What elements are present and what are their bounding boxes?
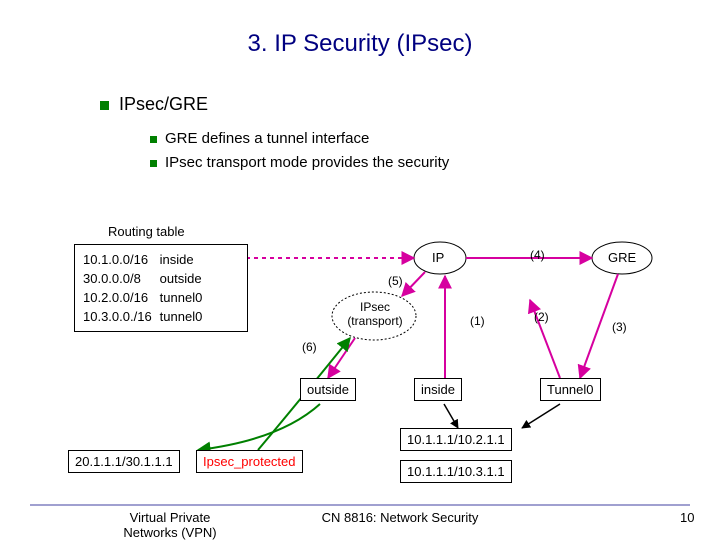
arrow-inside-lower [444,404,458,428]
ipsec-protected-box: Ipsec_protected [196,450,303,473]
arrow-6 [328,338,355,378]
bullet-icon [150,136,157,143]
footer-center: CN 8816: Network Security [260,510,540,525]
bullet-icon [100,101,109,110]
gre-label: GRE [608,250,636,265]
ipsec-label: IPsec (transport) [346,300,404,328]
arrow-5 [402,272,425,296]
inside-box: inside [414,378,462,401]
table-row: 10.3.0.0./16tunnel0 [83,308,208,325]
num-4: (4) [530,248,545,262]
table-row: 10.1.0.0/16inside [83,251,208,268]
bullet-ipsec-gre: IPsec/GRE [100,94,208,115]
footer-left: Virtual Private Networks (VPN) [100,510,240,540]
ip-label: IP [432,250,444,265]
routing-caption: Routing table [108,224,185,239]
lower1-box: 10.1.1.1/10.2.1.1 [400,428,512,451]
arrow-tunnel-lower [522,404,560,428]
table-row: 30.0.0.0/8outside [83,270,208,287]
tunnel0-box: Tunnel0 [540,378,601,401]
num-6: (6) [302,340,317,354]
addr-left-box: 20.1.1.1/30.1.1.1 [68,450,180,473]
routing-table: 10.1.0.0/16inside 30.0.0.0/8outside 10.2.0… [74,244,248,332]
table-row: 10.2.0.0/16tunnel0 [83,289,208,306]
bullet-gre-defines: GRE defines a tunnel interface [150,130,369,147]
num-5: (5) [388,274,403,288]
num-1: (1) [470,314,485,328]
bullet-ipsec-transport: IPsec transport mode provides the securi… [150,154,449,171]
num-3: (3) [612,320,627,334]
lower2-box: 10.1.1.1/10.3.1.1 [400,460,512,483]
arrow-outside-addr [198,404,320,450]
page-number: 10 [680,510,694,525]
num-2: (2) [534,310,549,324]
bullet-icon [150,160,157,167]
outside-box: outside [300,378,356,401]
slide-title: 3. IP Security (IPsec) [0,30,720,58]
